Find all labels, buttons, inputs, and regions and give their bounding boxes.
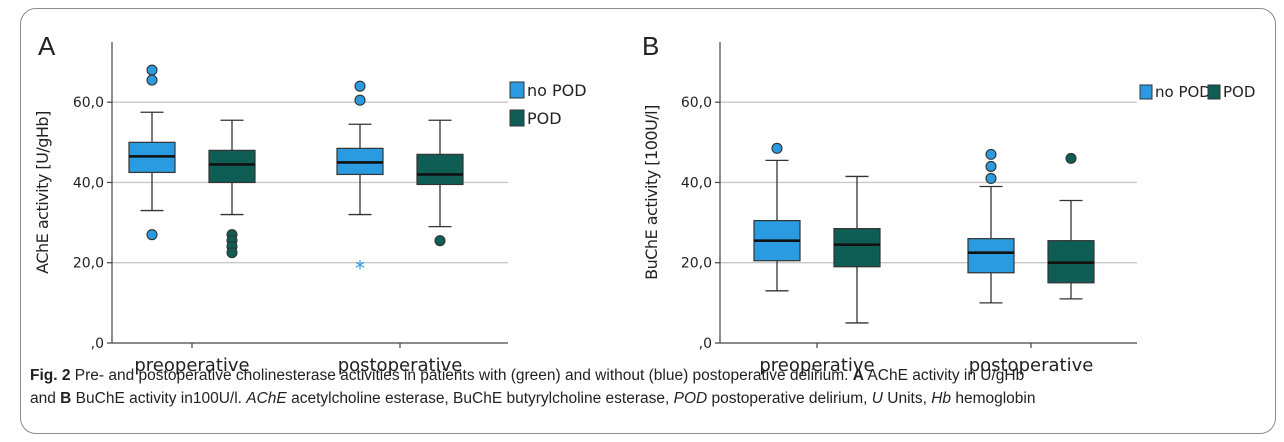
caption-line-1: Fig. 2 Pre- and postoperative cholineste…	[30, 364, 1270, 387]
caption-line-2: and B BuChE activity in100U/l. AChE acet…	[30, 387, 1270, 410]
outlier-point	[985, 160, 997, 172]
y-tick-label: 20,0	[73, 256, 104, 272]
caption-bold-a: A	[852, 367, 864, 384]
box-no-pod-preoperative	[753, 142, 801, 292]
y-tick-label: 20,0	[681, 256, 712, 272]
outlier-point	[226, 247, 238, 259]
outlier-point	[354, 80, 366, 92]
caption-text: postoperative delirium,	[707, 390, 872, 407]
y-tick-label: ,0	[91, 336, 104, 352]
caption-text: hemoglobin	[951, 390, 1036, 407]
y-tick-label: 60,0	[681, 95, 712, 111]
chart-panel-b: B ,0 20,0 40,0 60,0 BuChE activity [100U/l] pr…	[642, 31, 1255, 376]
caption-abbr-hb: Hb	[931, 390, 952, 407]
box-no-pod-postoperative: *	[336, 80, 384, 281]
caption-text: BuChE activity in100U/l.	[71, 390, 247, 407]
x-tick-label: preoperative	[134, 355, 249, 376]
box-iqr	[416, 153, 464, 186]
y-axis-label: BuChE activity [100U/l]	[642, 105, 661, 280]
outlier-point	[146, 229, 158, 241]
caption-abbr-ache: AChE	[246, 390, 287, 407]
box-iqr	[967, 238, 1015, 274]
box-iqr	[833, 228, 881, 268]
y-tick-label: 40,0	[681, 175, 712, 191]
legend-label: POD	[527, 109, 562, 128]
outlier-point	[146, 74, 158, 86]
caption-fig-label: Fig. 2	[30, 367, 71, 384]
box-no-pod-preoperative	[128, 64, 176, 241]
outlier-point	[985, 172, 997, 185]
caption-abbr-u: U	[871, 390, 883, 407]
caption-text: Units,	[882, 390, 932, 407]
panel-label: A	[38, 31, 56, 61]
box-no-pod-postoperative	[967, 148, 1015, 304]
x-tick-label: postoperative	[969, 355, 1094, 376]
y-tick-label: 40,0	[73, 175, 104, 191]
box-iqr	[208, 149, 256, 184]
caption-text: acetylcholine esterase, BuChE butyrylcho…	[286, 390, 674, 407]
caption-bold-b: B	[60, 390, 72, 407]
figure-caption: Fig. 2 Pre- and postoperative cholineste…	[30, 364, 1270, 410]
box-pod-postoperative	[1047, 152, 1095, 300]
outlier-point	[771, 142, 783, 154]
legend: no POD POD	[1139, 83, 1255, 101]
panel-label: B	[642, 31, 659, 61]
y-tick-label: ,0	[699, 336, 712, 352]
legend-swatch	[1139, 84, 1153, 100]
figure-frame	[20, 8, 1276, 434]
legend-swatch	[509, 81, 525, 99]
caption-text: Pre- and postoperative cholinesterase ac…	[70, 367, 853, 384]
box-pod-preoperative	[208, 119, 256, 259]
chart-panel-a: A ,0 20,0 40,0 60,0 AChE activity [U/gHb] preo…	[33, 31, 587, 376]
y-tick-label: 60,0	[73, 95, 104, 111]
legend-label: POD	[1223, 83, 1255, 101]
legend: no POD POD	[509, 81, 587, 128]
x-tick-label: preoperative	[759, 355, 874, 376]
outlier-point	[985, 148, 997, 160]
outlier-point	[354, 94, 366, 106]
y-axis-label: AChE activity [U/gHb]	[33, 111, 52, 274]
box-pod-postoperative	[416, 119, 464, 247]
legend-label: no POD	[1155, 83, 1211, 101]
box-pod-preoperative	[833, 175, 881, 324]
legend-label: no POD	[527, 81, 587, 100]
outlier-point	[146, 64, 158, 76]
caption-text: and	[30, 390, 61, 407]
caption-text: AChE activity in U/gHb	[863, 367, 1025, 384]
outlier-point	[1065, 152, 1077, 164]
legend-swatch	[1207, 84, 1221, 100]
extreme-point: *	[355, 257, 365, 281]
caption-abbr-pod: POD	[673, 390, 708, 407]
legend-swatch	[509, 109, 525, 127]
x-tick-label: postoperative	[338, 355, 463, 376]
outlier-point	[434, 235, 446, 247]
